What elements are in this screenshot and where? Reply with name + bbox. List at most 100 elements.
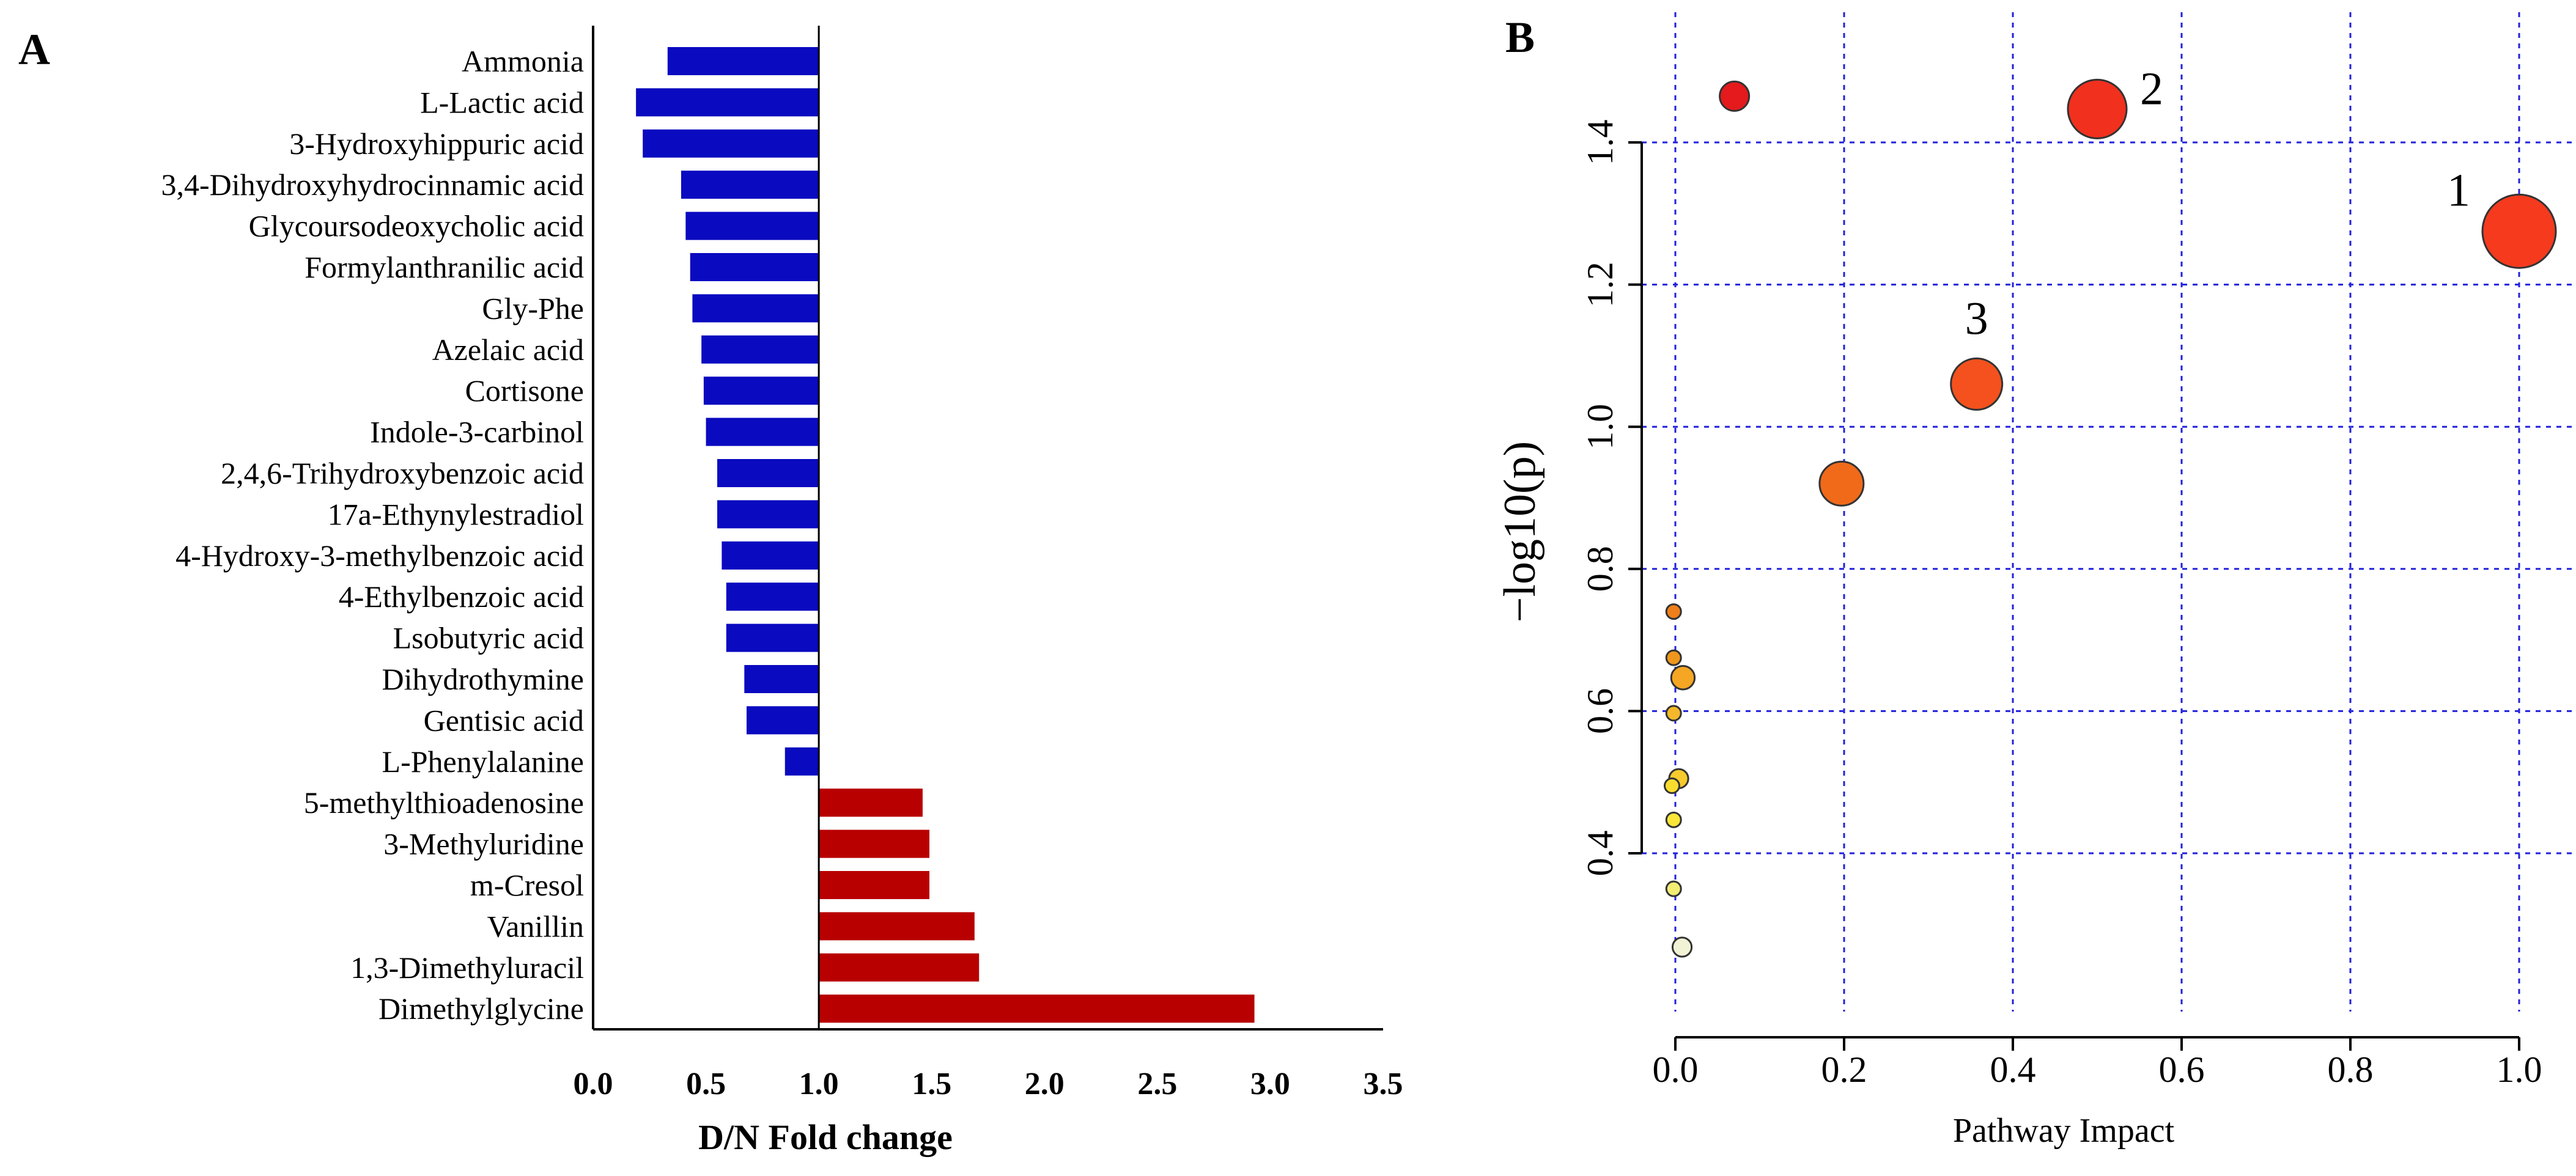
panel-a-x-tick-label: 0.0 — [574, 1067, 613, 1101]
category-label: Indole-3-carbinol — [370, 415, 584, 449]
panel-b-ticks: 0.4 0.6 0.8 1.0 1.2 1.4 0.0 0.2 0.4 0.6 0.8 1.0 — [1580, 120, 2542, 1090]
category-label: Dihydrothymine — [382, 662, 584, 696]
panel-b-y-tick-label: 0.6 — [1580, 688, 1620, 734]
panel-b-y-tick-label: 1.2 — [1580, 262, 1620, 307]
panel-b-x-tick-label: 0.2 — [1821, 1049, 1867, 1090]
bar-lsobutyric-acid — [726, 624, 819, 652]
bar-formylanthranilic-acid — [690, 253, 819, 281]
bar-m-cresol — [819, 871, 929, 899]
panel-a-x-tick-label: 0.5 — [686, 1067, 726, 1101]
category-label: 5-methylthioadenosine — [304, 785, 584, 820]
bar-2-4-6-trihydroxybenzoic-acid — [717, 459, 819, 487]
category-label: 2,4,6-Trihydroxybenzoic acid — [221, 456, 584, 490]
panel-b-y-tick-label: 1.0 — [1580, 404, 1620, 450]
panel-b-x-tick-label: 0.0 — [1653, 1049, 1699, 1090]
panel-b-x-tick-label: 0.6 — [2159, 1049, 2205, 1090]
bar-3-methyluridine — [819, 830, 929, 858]
pathway-point — [1666, 650, 1681, 665]
panel-b-axes — [1642, 142, 2519, 1037]
panel-a-x-tick-label: 2.5 — [1137, 1067, 1177, 1101]
panel-b-y-axis-title: −log10(p) — [1495, 441, 1545, 623]
panel-b-grid — [1642, 12, 2576, 1012]
pathway-point — [1664, 779, 1679, 793]
category-label: m-Cresol — [470, 868, 584, 902]
panel-a-bar-chart: A Ammonia L-Lactic acid 3-Hydroxyhippuric … — [18, 25, 1403, 1157]
bar-17a-ethynylestradiol — [717, 500, 819, 528]
panel-a-bars — [636, 47, 1254, 1023]
panel-a-x-tick-label: 1.5 — [912, 1067, 951, 1101]
panel-b-point-labels: 2 1 3 — [1965, 63, 2470, 344]
category-label: 3-Methyluridine — [383, 827, 584, 861]
pathway-point — [1666, 881, 1681, 896]
category-label: 4-Ethylbenzoic acid — [339, 579, 584, 614]
category-label: 4-Hydroxy-3-methylbenzoic acid — [175, 538, 584, 573]
category-label: Lsobutyric acid — [393, 621, 584, 655]
category-label: Glycoursodeoxycholic acid — [249, 209, 584, 243]
bar-gly-phe — [692, 294, 819, 322]
category-label: 3,4-Dihydroxyhydrocinnamic acid — [161, 167, 584, 202]
panel-b-y-tick-label: 0.8 — [1580, 546, 1620, 592]
pathway-point — [1671, 666, 1694, 689]
panel-b-x-axis-title: Pathway Impact — [1953, 1112, 2175, 1150]
pathway-point — [1820, 461, 1864, 505]
bar-gentisic-acid — [747, 706, 819, 734]
category-label: 3-Hydroxyhippuric acid — [289, 127, 584, 161]
bar-azelaic-acid — [701, 336, 819, 364]
category-label: Formylanthranilic acid — [304, 250, 584, 284]
bar-5-methylthioadenosine — [819, 788, 923, 817]
panel-a-letter: A — [18, 25, 50, 74]
category-label: Dimethylglycine — [378, 991, 584, 1026]
panel-b-letter: B — [1505, 13, 1535, 62]
panel-a-x-tick-label: 2.0 — [1025, 1067, 1065, 1101]
panel-a-x-tick-label: 3.5 — [1364, 1067, 1403, 1101]
pathway-point — [2482, 194, 2556, 268]
pathway-point — [1672, 938, 1691, 957]
bar-vanillin — [819, 912, 975, 940]
panel-b-x-tick-label: 1.0 — [2497, 1049, 2542, 1090]
panel-a-x-tick-label: 3.0 — [1250, 1067, 1290, 1101]
bar-l-lactic-acid — [636, 88, 819, 116]
pathway-point — [1720, 81, 1749, 111]
bar-cortisone — [704, 377, 819, 405]
category-label: Ammonia — [462, 44, 584, 78]
bar-4-ethylbenzoic-acid — [726, 582, 819, 611]
panel-b-y-tick-label: 0.4 — [1580, 831, 1620, 876]
category-label: Gly-Phe — [482, 291, 584, 325]
pathway-point — [2068, 79, 2127, 138]
panel-a-x-tick-label: 1.0 — [799, 1067, 839, 1101]
panel-a-x-axis-title: D/N Fold change — [698, 1117, 953, 1157]
bar-dihydrothymine — [744, 665, 819, 693]
panel-b-x-tick-label: 0.4 — [1990, 1049, 2036, 1090]
category-label: 1,3-Dimethyluracil — [350, 950, 584, 985]
panel-a-x-ticks: 0.0 0.5 1.0 1.5 2.0 2.5 3.0 3.5 — [574, 1067, 1403, 1101]
bar-glycoursodeoxycholic-acid — [685, 212, 819, 240]
pathway-point-label: 2 — [2140, 63, 2163, 114]
bar-dimethylglycine — [819, 994, 1254, 1023]
bar-1-3-dimethyluracil — [819, 954, 979, 982]
panel-b-scatter-chart: B 0.4 0.6 0.8 1.0 1.2 1.4 0.0 0.2 0.4 0.6 0.8 1.0 2… — [1495, 12, 2576, 1150]
category-label: Azelaic acid — [432, 333, 584, 367]
bar-3-4-dihydroxyhydrocinnamic-acid — [681, 171, 819, 199]
pathway-point — [1666, 812, 1681, 827]
figure: A Ammonia L-Lactic acid 3-Hydroxyhippuric … — [0, 0, 2576, 1176]
pathway-point-label: 1 — [2447, 164, 2470, 216]
bar-3-hydroxyhippuric-acid — [643, 130, 819, 158]
panel-a-category-labels: Ammonia L-Lactic acid 3-Hydroxyhippuric ac… — [161, 44, 584, 1026]
category-label: Cortisone — [465, 373, 584, 408]
bar-ammonia — [668, 47, 819, 75]
panel-b-y-tick-label: 1.4 — [1580, 120, 1620, 166]
category-label: Gentisic acid — [424, 703, 584, 737]
category-label: L-Phenylalanine — [382, 744, 584, 779]
pathway-point-label: 3 — [1965, 293, 1988, 344]
bar-4-hydroxy-3-methylbenzoic-acid — [722, 542, 819, 570]
panel-b-x-tick-label: 0.8 — [2328, 1049, 2374, 1090]
pathway-point — [1666, 605, 1681, 619]
category-label: 17a-Ethynylestradiol — [328, 497, 584, 531]
panel-b-points — [1664, 79, 2556, 957]
pathway-point — [1666, 706, 1681, 721]
category-label: Vanillin — [487, 909, 584, 943]
bar-indole-3-carbinol — [706, 418, 819, 446]
bar-l-phenylalanine — [785, 748, 819, 776]
pathway-point — [1951, 358, 2002, 410]
category-label: L-Lactic acid — [420, 85, 584, 119]
